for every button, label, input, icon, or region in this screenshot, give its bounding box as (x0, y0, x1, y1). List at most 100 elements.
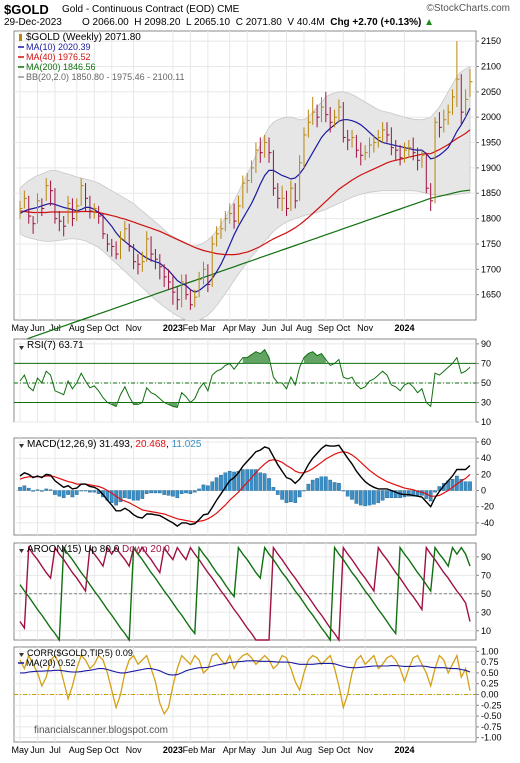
legend-label: MA(200) 1846.56 (26, 62, 96, 72)
x-tick-label: Jun (262, 745, 277, 755)
y-tick-label: 20 (481, 469, 491, 479)
x-tick-label: Apr (223, 745, 237, 755)
macd-histogram-bar (450, 479, 455, 491)
macd-histogram-bar (53, 490, 57, 495)
x-tick-label: May (11, 745, 29, 755)
collapse-arrow-icon[interactable] (19, 549, 24, 553)
macd-histogram-bar (302, 490, 306, 492)
macd-histogram-bar (310, 479, 315, 491)
corr-legend-label: CORR($GOLD,TIP,5) 0.09 (27, 648, 133, 658)
macd-histogram-bar (411, 490, 416, 497)
ma10-line (19, 107, 471, 293)
quote-low: L 2065.10 (186, 17, 231, 28)
corr-ma-line (20, 660, 471, 676)
x-tick-label: Oct (336, 323, 351, 333)
macd-signal-line (19, 451, 471, 523)
y-tick-label: 1700 (481, 264, 501, 274)
macd-histogram-bar (192, 490, 197, 493)
x-tick-label: Nov (126, 323, 143, 333)
macd-histogram-bar (275, 490, 280, 495)
macd-histogram-bar (153, 490, 158, 494)
quote-high: H 2098.20 (134, 17, 181, 28)
y-tick-label: 0.50 (481, 668, 499, 678)
macd-histogram-bar (74, 490, 79, 495)
y-tick-label: 40 (481, 453, 491, 463)
x-tick-label: Oct (105, 745, 120, 755)
macd-histogram-bar (157, 490, 162, 494)
macd-histogram-bar (201, 484, 206, 491)
macd-histogram-bar (350, 490, 354, 500)
y-tick-label: 2050 (481, 87, 501, 97)
macd-histogram-bar (114, 490, 118, 506)
macd-histogram-bar (66, 490, 70, 495)
y-tick-label: -1.00 (481, 733, 502, 743)
y-tick-label: 30 (481, 607, 491, 617)
macd-histogram-bar (385, 490, 389, 499)
macd-histogram-bar (380, 490, 385, 501)
macd-histogram-bar (319, 476, 324, 491)
macd-histogram-bar (26, 487, 31, 491)
macd-histogram-bar (166, 490, 171, 496)
y-tick-label: 1950 (481, 138, 501, 148)
macd-histogram-bar (184, 490, 188, 494)
macd-histogram-bar (92, 490, 97, 493)
x-tick-label: Sep (318, 745, 334, 755)
macd-histogram-bar (258, 472, 263, 491)
x-tick-label: Jun (30, 745, 45, 755)
macd-histogram-bar (358, 490, 363, 506)
x-axis-1: May Jun Jul Aug Sep Oct Nov 2023 Feb Mar Apr May Jun… (11, 745, 414, 755)
x-tick-label: Nov (126, 745, 143, 755)
x-tick-label: Feb (183, 745, 199, 755)
macd-histogram-bar (61, 490, 66, 499)
macd-histogram-bar (214, 477, 219, 491)
collapse-arrow-icon[interactable] (19, 444, 24, 448)
macd-histogram-bar (188, 490, 193, 494)
watermark-text: financialscanner.blogspot.com (34, 725, 168, 736)
macd-histogram-bar (271, 487, 276, 491)
macd-histogram-bar (83, 490, 88, 492)
y-tick-label: 30 (481, 397, 491, 407)
macd-histogram-bar (18, 487, 22, 491)
macd-histogram-bar (79, 490, 84, 492)
aroon-legend-part: Down 20.0 (122, 544, 170, 555)
symbol-description: Gold - Continuous Contract (EOD) CME (62, 4, 239, 15)
collapse-arrow-icon[interactable] (19, 653, 24, 657)
y-tick-label: 2100 (481, 61, 501, 71)
x-tick-label: Mar (200, 745, 216, 755)
corr-line (19, 652, 471, 716)
macd-histogram-bar (315, 478, 319, 491)
panel-frame (13, 338, 477, 423)
macd-histogram-bar (249, 469, 254, 491)
x-tick-label: Jul (49, 323, 61, 333)
macd-legend-sep: , (166, 439, 172, 450)
ma200-line (19, 189, 471, 342)
macd-histogram-bar (206, 485, 210, 491)
rsi-legend-label: RSI(7) 63.71 (27, 340, 84, 351)
macd-histogram-bar (459, 479, 464, 491)
x-tick-label: May (239, 323, 257, 333)
macd-histogram-bar (197, 488, 201, 491)
x-tick-label: Jul (281, 745, 293, 755)
y-tick-label: 90 (481, 339, 491, 349)
corr-legend-label: MA(20) 0.52 (26, 658, 76, 668)
macd-histogram-bar (468, 481, 472, 491)
quote-date: 29-Dec-2023 (4, 17, 62, 28)
macd-line (19, 444, 471, 527)
y-tick-label: 70 (481, 358, 491, 368)
collapse-arrow-icon[interactable] (19, 346, 24, 350)
up-arrow-icon: ▲ (424, 17, 435, 28)
macd-histogram-bar (127, 490, 132, 499)
x-tick-label: 2024 (394, 745, 414, 755)
macd-histogram-bar (144, 490, 149, 494)
macd-histogram-bar (236, 470, 241, 491)
aroon-up-line (19, 545, 471, 643)
panel-aroon: 10 30 50 70 90 AROON(15) Up 80.0 Down 20.0 (13, 542, 491, 643)
x-tick-label: Mar (200, 323, 216, 333)
legend-swatch (19, 34, 22, 41)
macd-histogram-bar (245, 469, 250, 491)
panel-frame (13, 437, 477, 536)
quote-change: Chg +2.70 (+0.13%) (330, 17, 422, 28)
x-tick-label: Oct (105, 323, 120, 333)
macd-histogram-bar (345, 490, 350, 497)
macd-histogram-bar (341, 490, 346, 492)
